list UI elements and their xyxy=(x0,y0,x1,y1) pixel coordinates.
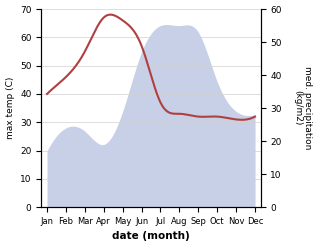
X-axis label: date (month): date (month) xyxy=(112,231,190,242)
Y-axis label: med. precipitation
(kg/m2): med. precipitation (kg/m2) xyxy=(293,66,313,150)
Y-axis label: max temp (C): max temp (C) xyxy=(5,77,15,139)
